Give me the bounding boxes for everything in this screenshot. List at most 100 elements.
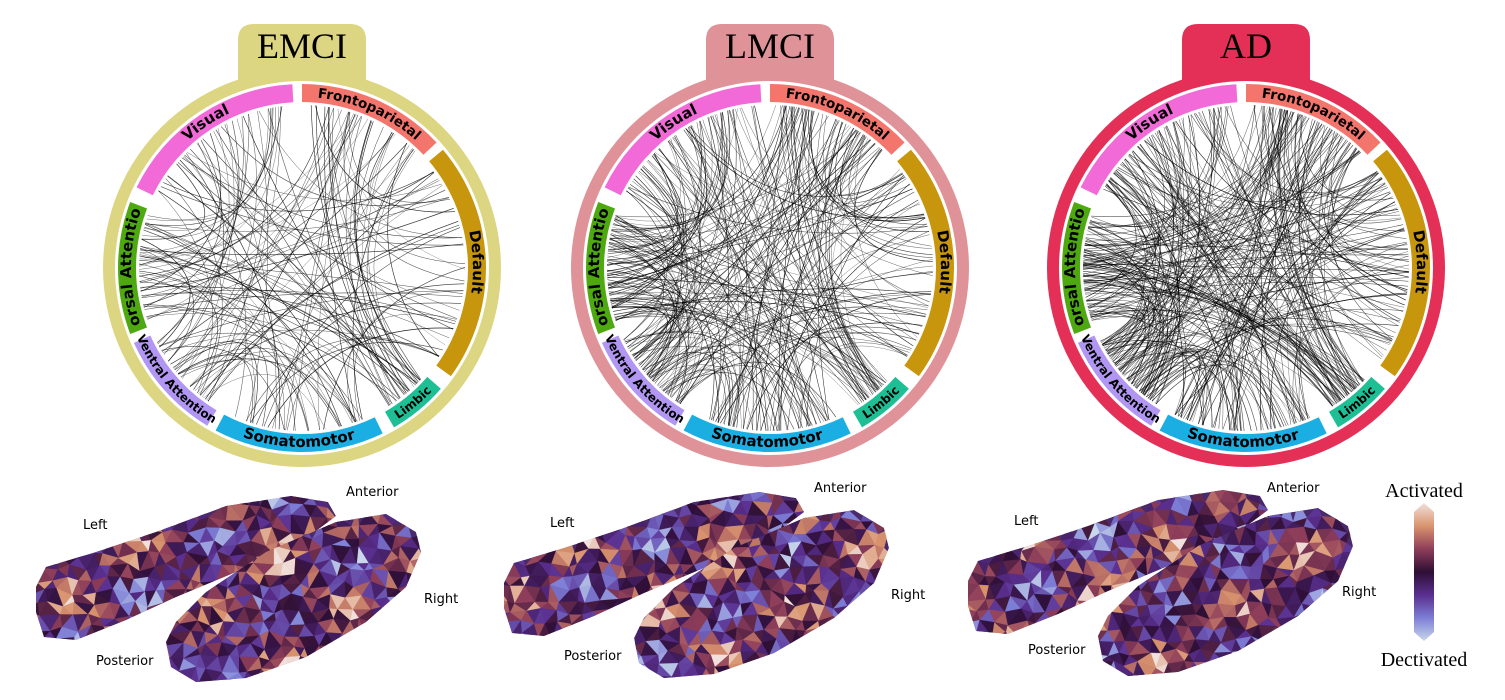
chord-link: [163, 116, 244, 355]
arc-frontoparietal: [1246, 84, 1381, 155]
chord-link: [672, 137, 867, 400]
mesh-facet: [94, 539, 103, 554]
chord-link: [1126, 355, 1252, 431]
chord-link: [638, 170, 869, 399]
chord-link: [160, 186, 464, 246]
chord-link: [1084, 289, 1269, 430]
chord-link: [1083, 204, 1397, 277]
chord-link: [607, 271, 800, 429]
chord-link: [189, 302, 462, 387]
mesh-facet: [185, 589, 194, 602]
chord-link: [1233, 129, 1333, 431]
chord-link: [258, 110, 463, 239]
chord-link: [1303, 119, 1383, 358]
chord-link: [610, 126, 702, 305]
right-hemisphere-mesh: [1098, 508, 1353, 676]
chord-link: [1086, 303, 1343, 401]
chord-link: [607, 112, 723, 275]
brain-surface-emci: Left Anterior Right Posterior: [36, 485, 458, 682]
arc-label-default: Default: [933, 229, 955, 295]
chord-link: [139, 260, 463, 294]
mesh-facet: [300, 655, 310, 668]
chord-link: [608, 243, 664, 348]
chord-link: [1195, 112, 1405, 232]
mesh-facet: [643, 663, 660, 677]
arc-visual: [1080, 84, 1238, 196]
chord-link: [1133, 323, 1392, 387]
group-tab: [238, 24, 366, 80]
chord-link: [1147, 227, 1405, 399]
chord-link: [1083, 284, 1354, 391]
chord-link: [168, 128, 230, 362]
colorbar-bar: [1414, 503, 1434, 641]
chord-link: [611, 126, 852, 308]
chord-link: [199, 221, 459, 396]
chord-link: [1232, 172, 1379, 431]
chord-link: [179, 159, 281, 430]
chord-link: [707, 117, 729, 421]
chord-link: [158, 290, 464, 347]
chord-link: [1130, 110, 1288, 384]
chord-link: [138, 263, 310, 431]
chord-link: [612, 226, 929, 309]
chord-link: [641, 134, 701, 370]
label-left: Left: [83, 518, 107, 533]
chord-link: [611, 306, 668, 366]
chord-link: [1085, 224, 1404, 247]
chord-link: [613, 311, 682, 384]
mesh-facet: [162, 601, 180, 619]
chord-link: [143, 306, 341, 427]
mesh-facet: [1117, 503, 1133, 512]
chord-link: [158, 190, 213, 394]
chord-link: [1198, 136, 1343, 425]
mesh-facet: [1276, 625, 1285, 637]
label-posterior: Posterior: [564, 649, 622, 664]
chord-link: [267, 327, 454, 428]
chord-link: [317, 114, 358, 431]
chord-link: [187, 152, 442, 201]
mesh-facet: [36, 594, 39, 607]
group-label: EMCI: [257, 26, 347, 66]
mesh-facet: [166, 610, 180, 625]
chord-link: [202, 114, 359, 398]
chord-link: [818, 121, 843, 420]
chord-link: [196, 143, 391, 406]
arc-visual: [136, 84, 294, 196]
chord-link: [607, 279, 672, 382]
chord-link: [1192, 110, 1288, 423]
chord-link: [267, 108, 391, 406]
chord-link: [722, 202, 920, 425]
arc-somatomotor: [215, 414, 383, 453]
chord-link: [756, 118, 837, 431]
chord-link: [198, 355, 353, 424]
label-anterior: Anterior: [1267, 481, 1320, 496]
chord-link: [675, 135, 769, 432]
mesh-facet: [656, 676, 673, 678]
label-right: Right: [891, 588, 925, 603]
chord-link: [1089, 222, 1341, 402]
chord-link: [140, 246, 418, 384]
chord-link: [728, 110, 817, 425]
chord-link: [607, 139, 871, 286]
chord-link: [1101, 140, 1349, 345]
chord-link: [806, 174, 904, 427]
chord-link: [607, 168, 679, 261]
chord-link: [840, 127, 933, 255]
chord-link: [1230, 105, 1363, 383]
chord-link: [657, 307, 927, 387]
mesh-facet: [146, 516, 163, 533]
chord-link: [679, 134, 865, 404]
chord-link: [1158, 130, 1382, 360]
mesh-facet: [618, 597, 633, 616]
chord-link: [1137, 146, 1344, 400]
mesh-facet: [1005, 631, 1019, 634]
chord-link: [717, 176, 905, 423]
chord-link: [610, 234, 830, 420]
chord-link: [727, 111, 815, 426]
chord-link: [246, 111, 269, 422]
chord-link: [345, 116, 401, 399]
label-right: Right: [424, 592, 458, 607]
chord-link: [1082, 106, 1222, 267]
chord-link: [1110, 159, 1156, 360]
chord-link: [793, 106, 876, 393]
